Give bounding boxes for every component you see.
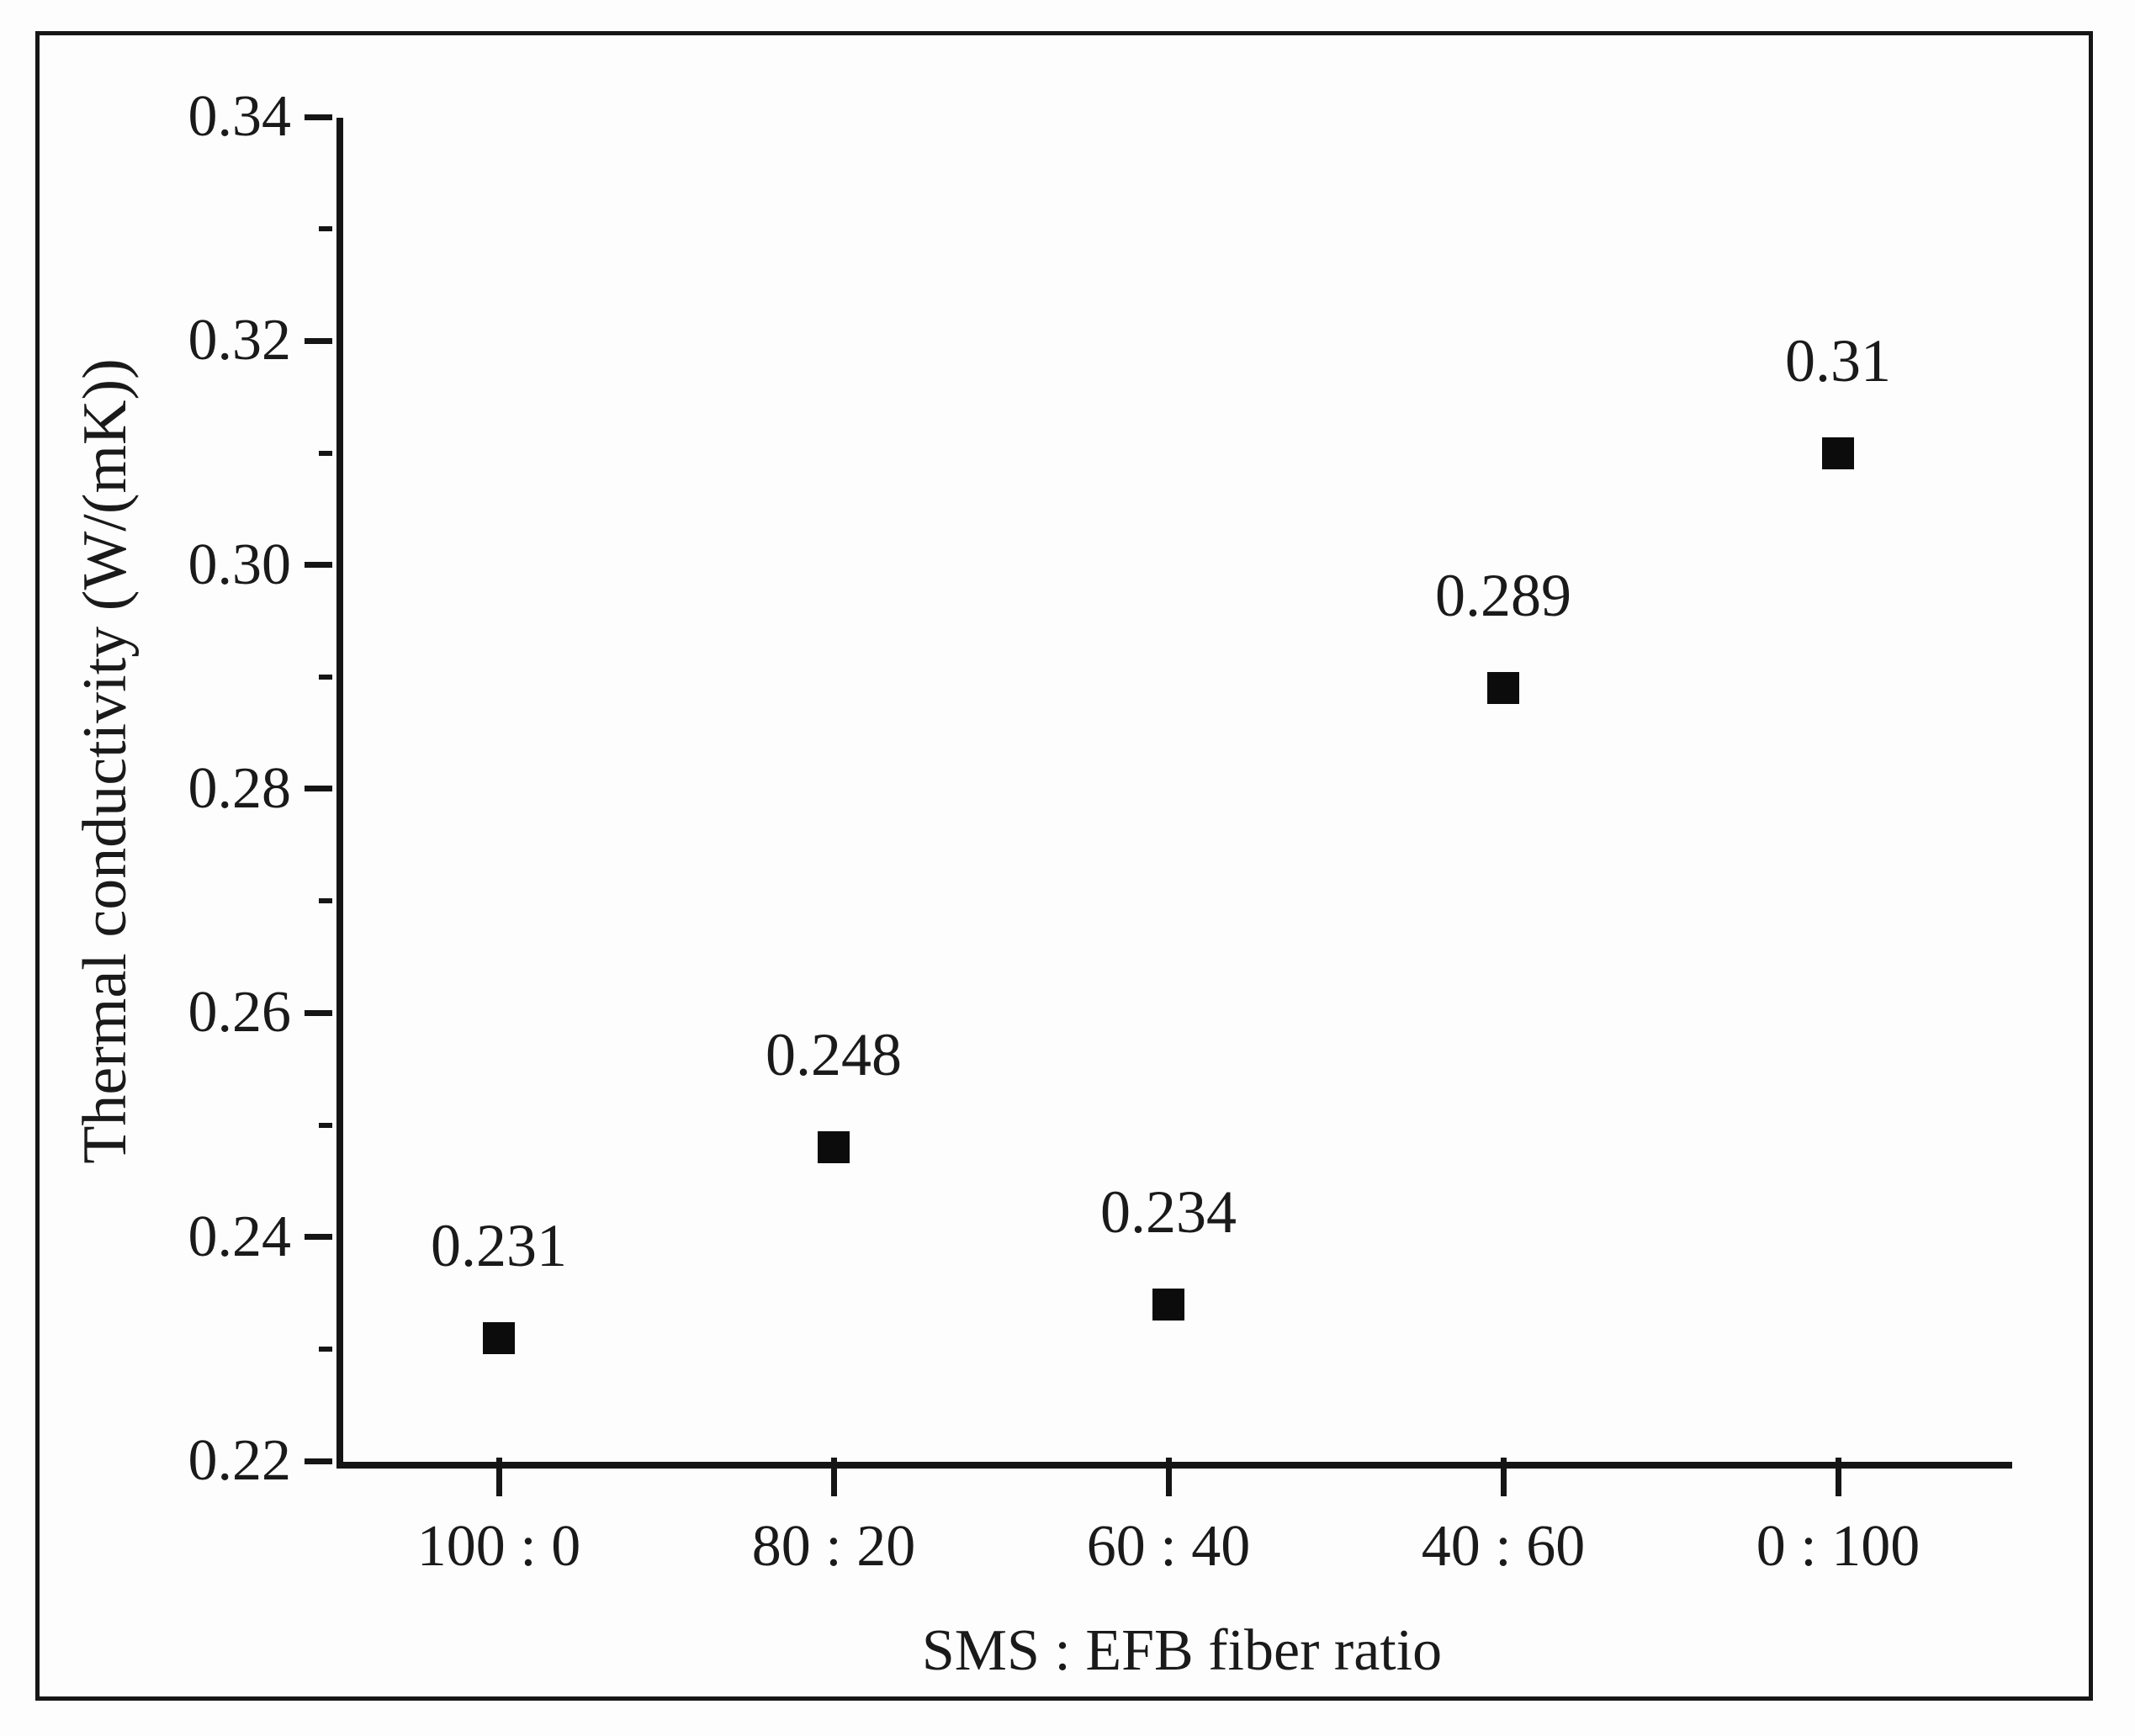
x-tick-label: 80 : 20 bbox=[751, 1514, 916, 1579]
y-tick-label: 0.34 bbox=[188, 84, 292, 149]
data-point-label: 0.289 bbox=[1435, 562, 1571, 629]
y-axis-line bbox=[336, 118, 343, 1469]
x-axis-line bbox=[336, 1462, 2012, 1469]
y-minor-tick bbox=[319, 451, 332, 456]
data-point-label: 0.234 bbox=[1100, 1178, 1237, 1246]
x-tick bbox=[1166, 1458, 1172, 1496]
y-minor-tick bbox=[319, 1347, 332, 1352]
x-axis-title: SMS : EFB fiber ratio bbox=[921, 1618, 1443, 1683]
data-point-marker bbox=[1487, 672, 1519, 704]
x-tick-label: 100 : 0 bbox=[416, 1514, 581, 1579]
y-tick-label: 0.26 bbox=[188, 980, 292, 1045]
data-point-marker bbox=[483, 1322, 515, 1354]
y-major-tick bbox=[305, 1010, 332, 1016]
data-point-label: 0.248 bbox=[766, 1021, 902, 1088]
y-major-tick bbox=[305, 1234, 332, 1240]
x-tick bbox=[496, 1458, 502, 1496]
data-point-label: 0.231 bbox=[431, 1212, 567, 1279]
y-axis-title: Thermal conductivity (W/(mK)) bbox=[71, 358, 140, 1164]
data-point-label: 0.31 bbox=[1785, 327, 1891, 394]
x-tick-label: 0 : 100 bbox=[1756, 1514, 1920, 1579]
y-major-tick bbox=[305, 114, 332, 120]
x-tick bbox=[831, 1458, 837, 1496]
y-minor-tick bbox=[319, 898, 332, 903]
y-tick-label: 0.24 bbox=[188, 1204, 292, 1269]
data-point-marker bbox=[1822, 437, 1854, 469]
x-tick bbox=[1501, 1458, 1507, 1496]
y-minor-tick bbox=[319, 1123, 332, 1128]
y-tick-label: 0.32 bbox=[188, 308, 292, 373]
y-tick-label: 0.28 bbox=[188, 756, 292, 821]
figure-frame: 0.34 0.32 0.30 0.28 0.26 0.24 0.22 100 : 0 80 : … bbox=[35, 31, 2093, 1701]
data-point-marker bbox=[1152, 1289, 1184, 1321]
y-major-tick bbox=[305, 338, 332, 344]
y-major-tick bbox=[305, 562, 332, 568]
y-tick-label: 0.30 bbox=[188, 532, 292, 597]
y-major-tick bbox=[305, 786, 332, 791]
y-major-tick bbox=[305, 1458, 332, 1464]
y-minor-tick bbox=[319, 675, 332, 680]
data-point-marker bbox=[818, 1131, 850, 1163]
y-minor-tick bbox=[319, 226, 332, 231]
y-tick-label: 0.22 bbox=[188, 1428, 292, 1493]
x-tick bbox=[1836, 1458, 1841, 1496]
x-tick-label: 60 : 40 bbox=[1086, 1514, 1251, 1579]
x-tick-label: 40 : 60 bbox=[1421, 1514, 1586, 1579]
